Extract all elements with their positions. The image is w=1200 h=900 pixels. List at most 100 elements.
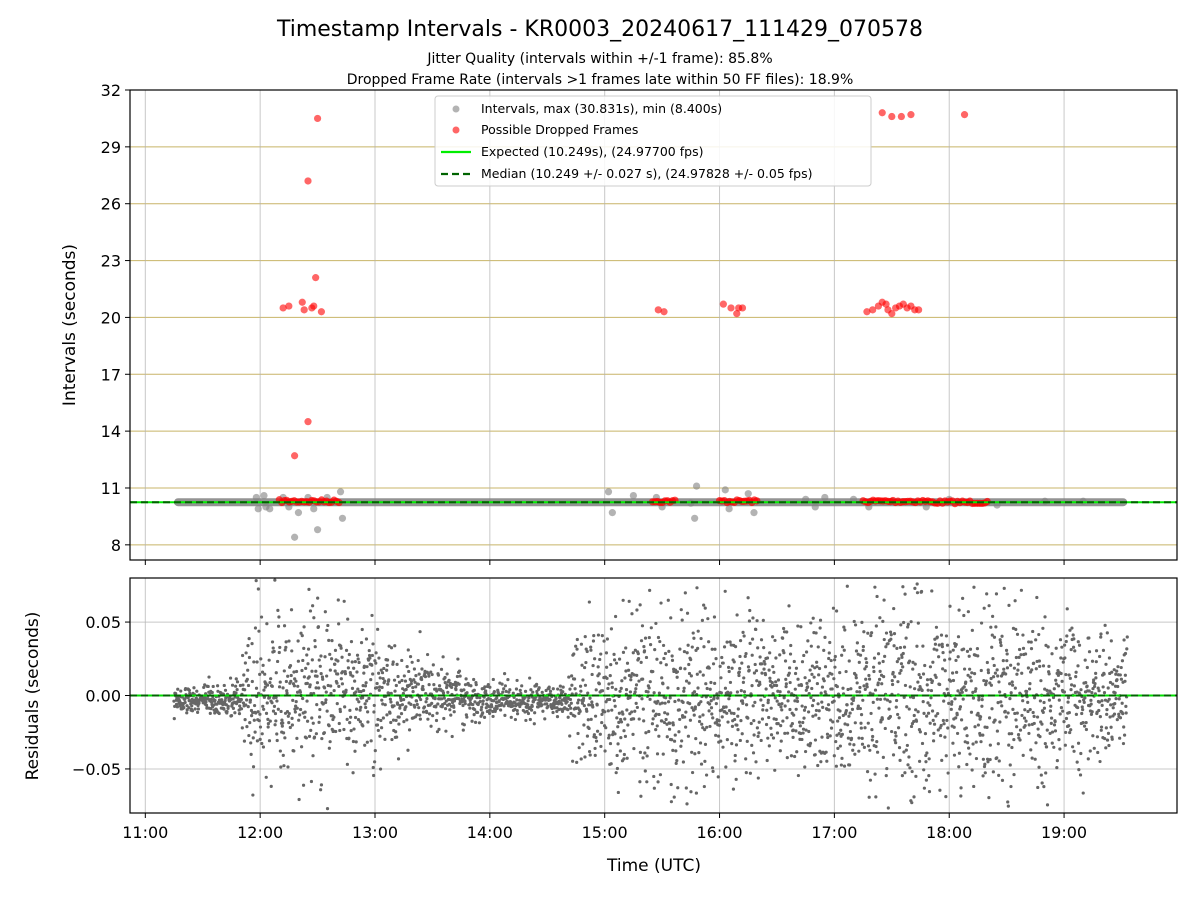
- residual-point: [861, 698, 865, 702]
- residual-point: [883, 726, 887, 731]
- residual-point: [900, 774, 904, 778]
- residual-point: [325, 709, 329, 713]
- residual-point: [1053, 729, 1058, 733]
- residual-point: [1058, 712, 1062, 716]
- residual-point: [402, 720, 406, 724]
- residual-point: [626, 668, 631, 672]
- residual-point: [468, 706, 472, 710]
- residual-point: [352, 727, 356, 731]
- residual-point: [292, 670, 296, 674]
- residual-point: [882, 675, 886, 679]
- residual-point: [741, 630, 745, 634]
- residual-point: [252, 660, 256, 664]
- residual-point: [204, 692, 208, 696]
- residual-point: [414, 674, 418, 678]
- dropped-frame-point: [733, 310, 741, 318]
- residual-point: [768, 651, 772, 655]
- residual-point: [577, 746, 581, 750]
- residual-point: [376, 728, 380, 733]
- residual-point: [877, 677, 882, 681]
- residual-point: [638, 750, 642, 755]
- residual-point: [681, 760, 685, 764]
- residual-point: [994, 625, 998, 629]
- residual-point: [934, 675, 938, 680]
- residual-point: [911, 660, 915, 664]
- residual-point: [231, 697, 235, 701]
- residual-point: [1021, 633, 1025, 637]
- residual-point: [1004, 715, 1008, 719]
- residual-point: [664, 696, 668, 700]
- residual-point: [472, 713, 476, 717]
- residual-point: [898, 645, 903, 650]
- residual-point: [1012, 737, 1016, 742]
- residual-point: [587, 703, 591, 707]
- residual-point: [391, 660, 395, 664]
- interval-point: [604, 488, 613, 496]
- residual-point: [629, 678, 633, 682]
- residual-point: [1020, 671, 1024, 675]
- residual-point: [679, 744, 683, 748]
- residual-point: [614, 771, 618, 775]
- residual-point: [530, 704, 534, 708]
- residual-point: [981, 774, 985, 778]
- residual-point: [940, 645, 944, 649]
- residual-point: [1054, 678, 1058, 682]
- residual-point: [878, 616, 882, 620]
- residual-point: [1072, 637, 1076, 641]
- residual-point: [605, 665, 609, 669]
- residual-point: [791, 735, 795, 739]
- residual-point: [911, 667, 915, 671]
- residual-point: [775, 731, 780, 735]
- residual-point: [1042, 700, 1046, 705]
- residual-point: [758, 655, 762, 659]
- residual-point: [442, 716, 446, 721]
- residual-point: [657, 712, 661, 717]
- residual-point: [866, 631, 870, 635]
- residual-point: [246, 705, 250, 709]
- residual-point: [385, 668, 389, 672]
- residual-point: [920, 741, 925, 746]
- residual-point: [614, 614, 618, 619]
- residual-point: [908, 659, 912, 663]
- residual-point: [594, 735, 598, 740]
- residual-point: [1093, 681, 1097, 686]
- residual-point: [478, 699, 482, 704]
- residual-point: [954, 670, 959, 674]
- residual-point: [896, 712, 900, 717]
- residual-point: [427, 683, 431, 687]
- residual-point: [727, 669, 731, 674]
- residual-point: [783, 659, 788, 663]
- residual-point: [1050, 730, 1055, 734]
- residual-point: [174, 702, 179, 706]
- residual-point: [299, 631, 303, 635]
- residual-point: [336, 598, 340, 602]
- residual-point: [216, 684, 220, 688]
- residual-point: [1064, 716, 1069, 721]
- interval-point: [750, 509, 758, 517]
- residual-point: [257, 629, 261, 633]
- residual-point: [811, 698, 816, 702]
- residual-point: [1013, 599, 1017, 603]
- residual-point: [617, 711, 621, 715]
- residual-point: [742, 676, 746, 680]
- residual-point: [606, 686, 610, 691]
- residual-point: [260, 741, 264, 746]
- residual-point: [855, 641, 859, 645]
- residual-point: [1110, 670, 1114, 674]
- residual-point: [1110, 737, 1114, 741]
- residual-point: [1054, 682, 1058, 686]
- residual-point: [793, 671, 798, 676]
- residual-point: [1083, 696, 1087, 700]
- residual-point: [970, 671, 974, 675]
- residual-point: [838, 671, 842, 675]
- residual-point: [256, 691, 261, 695]
- residual-point: [622, 729, 626, 733]
- residual-point: [935, 635, 939, 639]
- residual-point: [600, 720, 604, 725]
- residual-point: [266, 721, 270, 726]
- residual-point: [660, 719, 664, 723]
- residual-point: [445, 683, 449, 687]
- residual-point: [612, 699, 616, 703]
- residual-point: [615, 753, 619, 758]
- residual-point: [1041, 626, 1045, 630]
